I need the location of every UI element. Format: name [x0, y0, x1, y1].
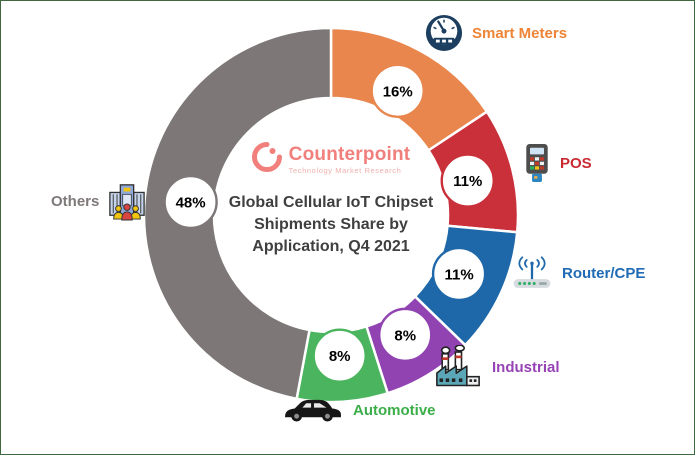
- building-people-icon: [108, 181, 146, 221]
- svg-text:11%: 11%: [453, 173, 482, 190]
- car-icon: [282, 397, 344, 423]
- center-block: Counterpoint Technology Market Research …: [214, 142, 448, 258]
- pos-terminal-icon: [523, 143, 551, 183]
- svg-text:8%: 8%: [394, 327, 416, 344]
- chart-title: Global Cellular IoT Chipset Shipments Sh…: [228, 194, 434, 255]
- donut-segment-others: [142, 26, 333, 401]
- gauge-icon: [425, 14, 463, 52]
- category-label-router-cpe: Router/CPE: [562, 264, 646, 282]
- category-label-automotive: Automotive: [353, 401, 436, 419]
- svg-text:16%: 16%: [383, 83, 413, 100]
- legend-smart-meters: Smart Meters: [425, 14, 567, 52]
- legend-others: Others: [51, 181, 146, 221]
- percent-bubble: 8%: [378, 307, 433, 363]
- category-label-smart-meters: Smart Meters: [472, 24, 568, 42]
- percent-bubble: 48%: [163, 174, 218, 230]
- category-label-industrial: Industrial: [492, 358, 560, 376]
- counterpoint-logo: Counterpoint Technology Market Research: [214, 142, 448, 177]
- svg-text:48%: 48%: [176, 194, 206, 211]
- percent-bubble: 8%: [312, 328, 367, 383]
- svg-text:11%: 11%: [444, 266, 473, 283]
- percent-bubble: 11%: [440, 153, 495, 208]
- logo-name: Counterpoint: [288, 143, 411, 165]
- svg-text:8%: 8%: [329, 348, 351, 365]
- factory-icon: [433, 345, 483, 389]
- legend-pos: POS: [523, 143, 592, 183]
- category-label-others: Others: [51, 192, 100, 210]
- router-icon: [511, 255, 553, 291]
- legend-industrial: Industrial: [433, 345, 560, 389]
- legend-router-cpe: Router/CPE: [511, 255, 645, 291]
- percent-bubble: 11%: [431, 246, 487, 302]
- legend-automotive: Automotive: [282, 397, 436, 423]
- category-label-pos: POS: [560, 154, 592, 172]
- logo-tagline: Technology Market Research: [288, 165, 402, 175]
- counterpoint-logo-icon: [251, 142, 282, 177]
- percent-bubble: 16%: [370, 63, 425, 118]
